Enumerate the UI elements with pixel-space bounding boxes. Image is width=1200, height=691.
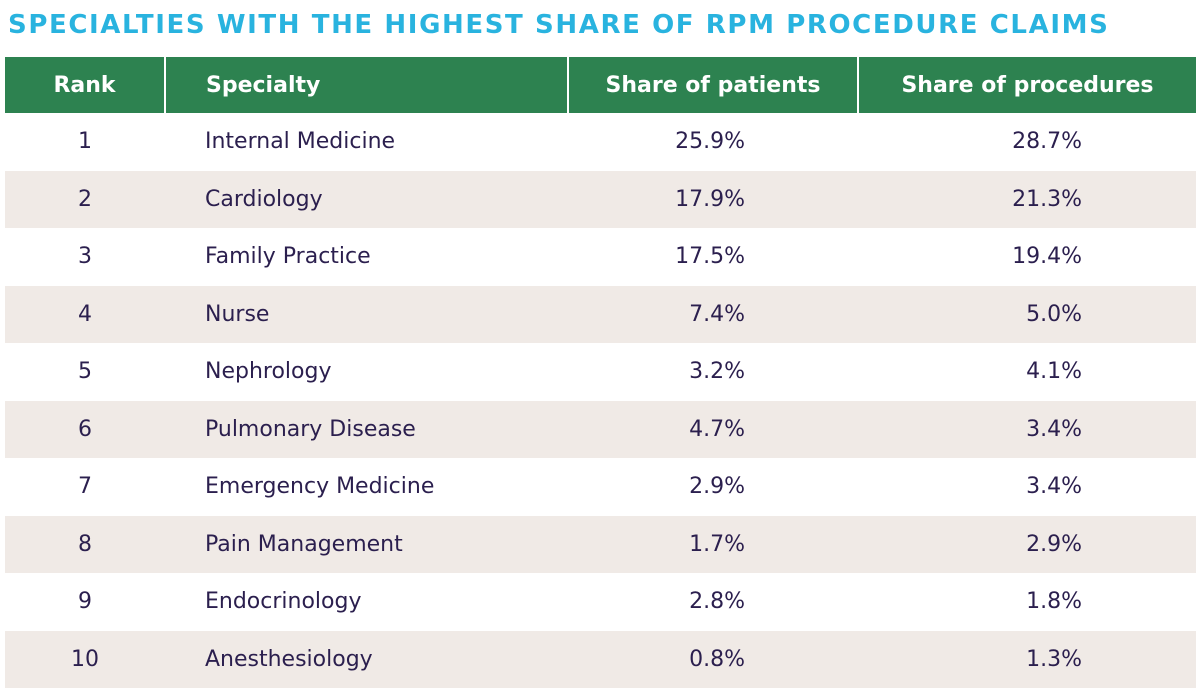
table-cell: 7.4% [568,285,858,343]
table-row: 1 Internal Medicine 25.9% 28.7% [5,113,1196,171]
table-cell: 4 [5,285,165,343]
table-cell: 1.3% [858,630,1196,688]
table-cell: 19.4% [1012,244,1082,270]
table-row: 9 Endocrinology 2.8% 1.8% [5,573,1196,631]
table-cell: Endocrinology [205,589,362,615]
table-cell: 25.9% [675,129,745,155]
table-cell: Emergency Medicine [205,474,435,500]
table-cell: 1 [78,129,92,155]
table-cell: Family Practice [205,244,371,270]
table-cell: 7 [78,474,92,500]
table-cell: 2.9% [858,515,1196,573]
table-cell: 2.9% [689,474,745,500]
table-cell: Nurse [165,285,568,343]
table-cell: 8 [5,515,165,573]
table-cell: 28.7% [1012,129,1082,155]
column-header: Rank [5,57,165,113]
table-cell: 3.4% [1026,474,1082,500]
table-cell: Internal Medicine [205,129,396,155]
table-row: 10 Anesthesiology 0.8% 1.3% [5,630,1196,688]
table-row: 3 Family Practice 17.5% 19.4% [5,228,1196,286]
table-cell: 1.8% [1026,589,1082,615]
table-cell: Nephrology [205,359,332,385]
table-cell: 6 [5,400,165,458]
table-cell: 17.9% [568,170,858,228]
table-cell: 10 [5,630,165,688]
table-cell: 5 [78,359,92,385]
table-cell: 4.7% [568,400,858,458]
table-cell: Pain Management [165,515,568,573]
table-cell: 4.1% [1026,359,1082,385]
table-cell: 2 [5,170,165,228]
table-cell: 9 [78,589,92,615]
table-cell: 2.8% [689,589,745,615]
table-cell: 0.8% [568,630,858,688]
table-body: 1 Internal Medicine 25.9% 28.7% 2 Cardiology 1… [5,113,1196,688]
table-row: 8 Pain Management 1.7% 2.9% [5,515,1196,573]
table-cell: 17.5% [675,244,745,270]
table-cell: 3.2% [689,359,745,385]
table-row: 4 Nurse 7.4% 5.0% [5,285,1196,343]
title: SPECIALTIES WITH THE HIGHEST SHARE OF RP… [8,10,1110,40]
table-row: 7 Emergency Medicine 2.9% 3.4% [5,458,1196,516]
table-cell: 21.3% [858,170,1196,228]
table-row: 2 Cardiology 17.9% 21.3% [5,170,1196,228]
header-row: Rank Specialty Share of patients Share of p… [5,57,1196,113]
column-header: Share of procedures [857,57,1196,113]
table-cell: 1.7% [568,515,858,573]
column-header: Specialty [164,57,568,113]
table-cell: 3.4% [858,400,1196,458]
table-row: 6 Pulmonary Disease 4.7% 3.4% [5,400,1196,458]
table-cell: Anesthesiology [165,630,568,688]
table: Rank Specialty Share of patients Share of p… [5,57,1196,688]
column-header: Share of patients [567,57,858,113]
table-cell: 5.0% [858,285,1196,343]
table-row: 5 Nephrology 3.2% 4.1% [5,343,1196,401]
table-cell: 3 [78,244,92,270]
table-cell: Cardiology [165,170,568,228]
table-cell: Pulmonary Disease [165,400,568,458]
